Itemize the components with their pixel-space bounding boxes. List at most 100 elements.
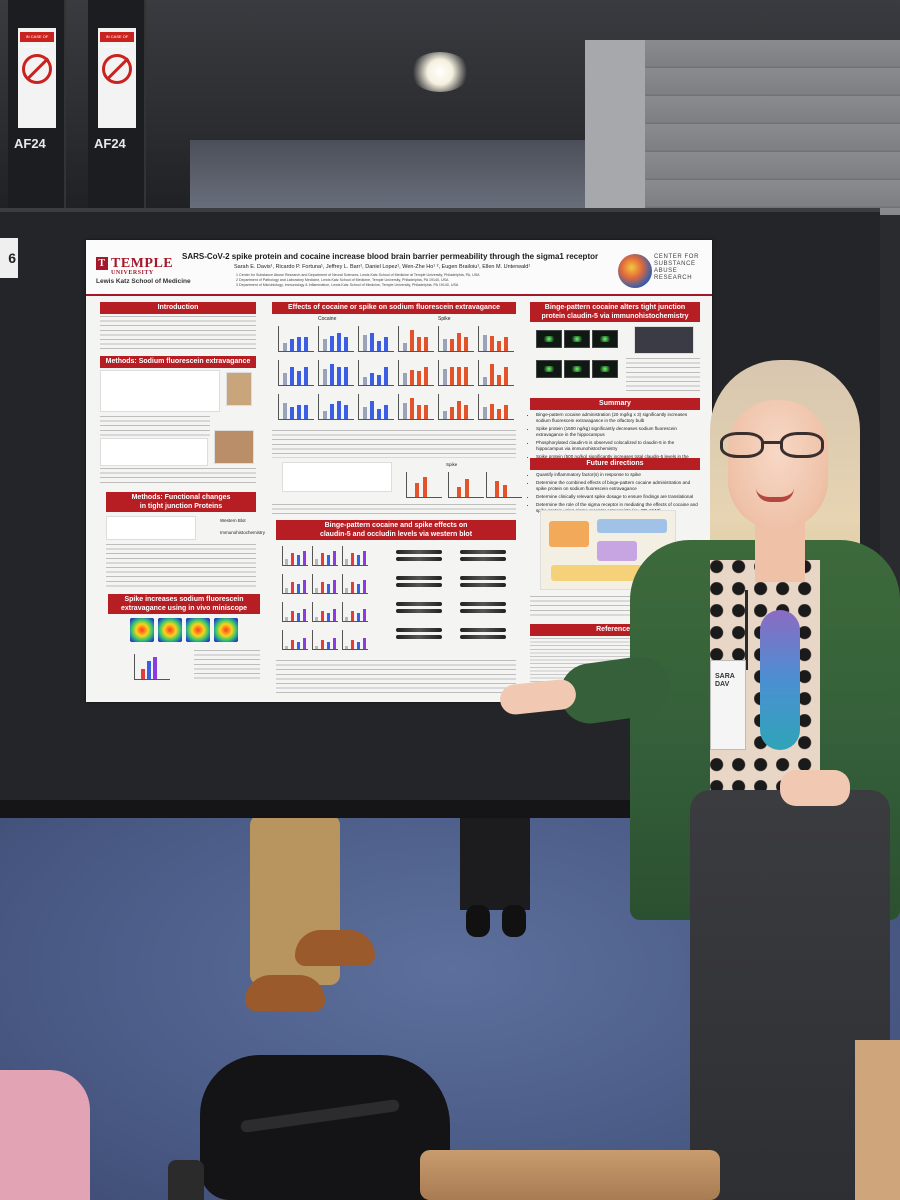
chart-bar [315,588,318,593]
chart-bar [297,613,300,621]
ihc-caption [626,358,700,392]
western-blot-band [460,602,506,606]
western-blot-chart [282,630,308,650]
effects-mini-chart [278,360,314,386]
name-badge: SARA DAV [710,660,746,750]
western-blot-chart [312,546,338,566]
section-line: claudin-5 and occludin levels via wester… [319,531,473,538]
section-line: Methods: Functional changes [131,494,231,501]
chart-bar [384,337,388,351]
chart-bar [403,403,407,419]
chart-bar [417,337,421,351]
western-blot-band [460,576,506,580]
western-blot-band [396,557,442,561]
poster-header: T TEMPLE UNIVERSITY Lewis Katz School of … [86,240,712,296]
chart-bar [457,333,461,351]
no-smoking-sign: IN CASE OF EMERGENCY [98,28,136,128]
chart-bar [363,638,366,649]
section-binge-claudin: Binge-pattern cocaine and spike effects … [276,520,516,540]
section-line: in tight junction Proteins [139,503,223,510]
summary-item: Binge-pattern cocaine administration (20… [536,412,700,424]
presenter-neck [755,522,805,582]
western-blot-chart [342,546,368,566]
western-blot-chart [282,602,308,622]
chart-bar [504,337,508,351]
chart-bar [330,364,334,385]
chart-bar [283,343,287,351]
future-item: Determine clinically relevant spike dosa… [536,494,700,500]
chart-bar [315,559,318,565]
chart-bar [321,611,324,621]
chart-bar [330,336,334,351]
chart-bar [377,375,381,385]
section-future: Future directions [530,458,700,470]
chart-bar [333,580,336,593]
chart-bar [337,333,341,351]
chart-bar [497,375,501,385]
chart-bar [503,485,507,497]
research-poster: T TEMPLE UNIVERSITY Lewis Katz School of … [86,240,712,702]
western-blot-chart [312,630,338,650]
western-blot-band [460,557,506,561]
effects-mini-chart [398,326,434,352]
affiliation: 3 Department of Microbiology, Immunology… [236,283,459,287]
black-flat-shoe [466,905,490,937]
chart-bar [337,401,341,419]
chart-bar [483,377,487,385]
chart-bar [285,588,288,593]
western-blot-caption [276,660,516,694]
chart-bar [344,405,348,419]
chart-bar [147,661,151,679]
western-blot-band [396,602,442,606]
western-blot-band [460,583,506,587]
chart-bar [410,398,414,419]
presenter-face [728,400,828,530]
chart-bar [285,646,288,649]
chart-bar [303,609,306,621]
western-blot-chart [342,630,368,650]
chart-bar [141,669,145,679]
ihc-image [592,330,618,348]
glasses-lens [720,432,764,458]
chart-bar [291,611,294,621]
no-smoking-icon [102,54,132,84]
chart-bar [490,404,494,419]
chart-bar [304,367,308,385]
section-spike-miniscope: Spike increases sodium fluorescein extra… [108,594,260,614]
summary-item: Spike protein (1500 ng/kg) significantly… [536,426,700,438]
no-smoking-icon [22,54,52,84]
future-item: Quantify inflammatory factor(s) in respo… [536,472,700,478]
chart-bar [303,580,306,593]
chart-bar [321,582,324,593]
effects-mini-chart [358,394,394,420]
effects-mini-chart [478,394,514,420]
methods-text-block [100,416,210,436]
western-blot-band [396,609,442,613]
spike-bar-chart [406,472,442,498]
chart-bar [323,369,327,385]
sign-header: IN CASE OF EMERGENCY [20,32,54,49]
section-introduction: Introduction [100,302,256,314]
center-name-line: ABUSE [654,268,678,274]
junction-workflow-diagram [106,516,196,540]
western-blot-band [396,635,442,639]
chart-bar [291,582,294,593]
chart-bar [483,335,487,351]
colored-hair-streak [760,610,800,750]
poster-title: SARS-CoV-2 spike protein and cocaine inc… [182,252,599,261]
board-number: 6 [0,238,18,278]
miniscope-caption [194,650,260,680]
chart-bar [370,333,374,351]
effects-mini-chart [438,360,474,386]
western-blot-chart [312,602,338,622]
chart-bar [363,377,367,385]
chart-bar [357,584,360,593]
chart-bar [291,640,294,649]
spike-subpanel-label: Spike [446,462,458,467]
chart-bar [345,588,348,593]
chart-bar [285,559,288,565]
presenter-hand-on-hip [780,770,850,806]
black-flat-shoe [502,905,526,937]
spike-bar-chart [448,472,484,498]
pillar-right: IN CASE OF EMERGENCY AF24 [88,0,146,210]
